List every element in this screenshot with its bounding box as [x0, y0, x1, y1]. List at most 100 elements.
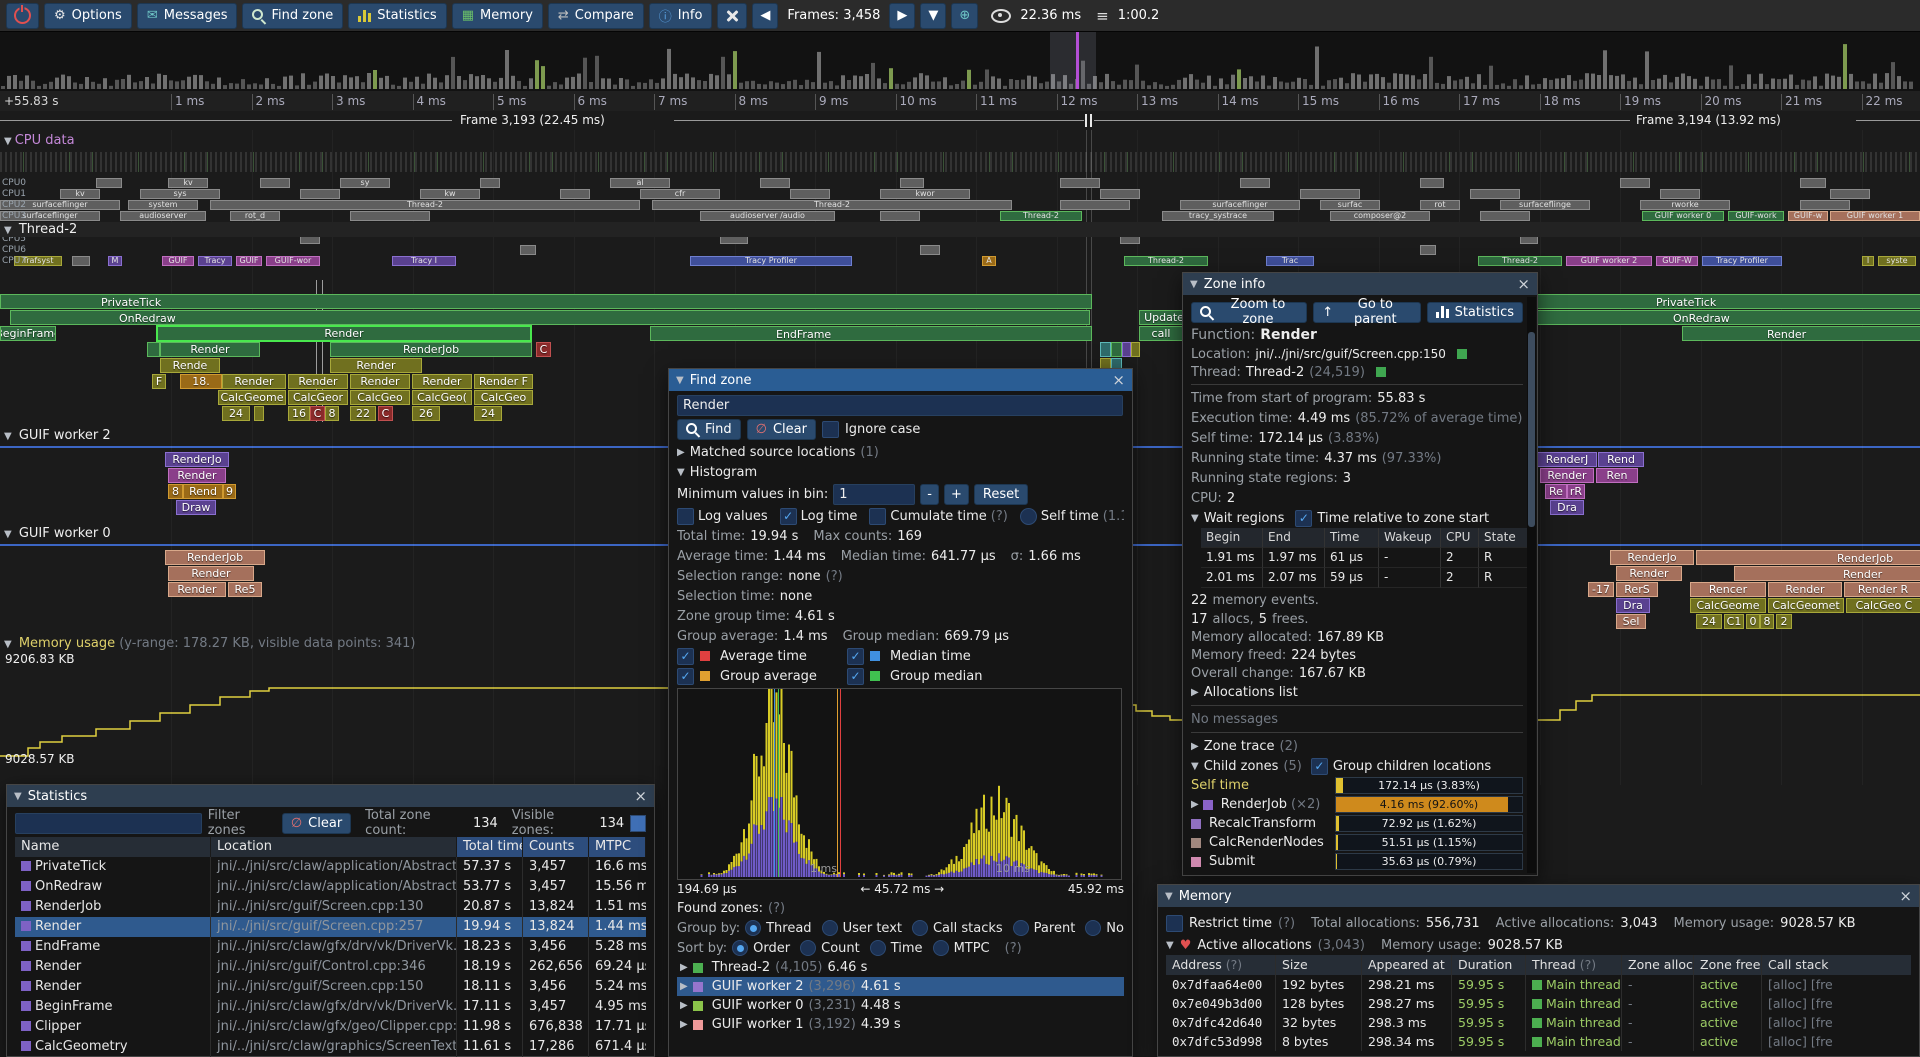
cpu-zone[interactable]: rot_d — [230, 211, 280, 221]
cpu-zone[interactable] — [1660, 189, 1700, 199]
wait-column-header[interactable]: Time — [1325, 528, 1379, 548]
group-by-no-grouping[interactable]: No grouping — [1085, 920, 1124, 936]
help-marker[interactable]: (?) — [1278, 915, 1296, 931]
cpu-zone[interactable]: GUIF worker 0 — [1642, 211, 1724, 221]
timeline-zone[interactable]: 24 — [474, 406, 502, 421]
timeline-zone[interactable]: Sel — [1616, 614, 1646, 629]
timeline-zone[interactable]: Render F — [474, 374, 533, 389]
group-children-checkbox[interactable]: ✓ — [1310, 757, 1328, 775]
frame-right-label[interactable]: Frame 3,194 (13.92 ms) — [1636, 113, 1781, 127]
found-zone-group[interactable]: ▶ GUIF worker 2 (3,296) 4.61 s — [677, 977, 1124, 996]
timeline-zone[interactable]: RenderJ — [1537, 452, 1597, 467]
cpu-zone[interactable]: surfaceflinge — [1500, 200, 1590, 210]
timeline-zone[interactable]: Render — [288, 374, 348, 389]
reset-button[interactable]: Reset — [973, 483, 1029, 505]
sort-by-mtpc[interactable]: MTPC — [932, 940, 990, 956]
cpu-zone[interactable]: Tracy Profiler — [1702, 256, 1782, 266]
timeline-zone[interactable]: 16 — [288, 406, 310, 421]
zoom-to-zone-button[interactable]: Zoom to zone — [1191, 297, 1308, 327]
timeline-zone[interactable] — [147, 342, 160, 357]
column-header[interactable]: Counts — [523, 837, 589, 857]
messages-button[interactable]: ✉ Messages — [136, 2, 238, 29]
column-header[interactable]: Size — [1276, 955, 1362, 975]
min-values-input[interactable] — [833, 483, 916, 505]
group-by-parent[interactable]: Parent — [1012, 920, 1075, 936]
close-icon[interactable]: × — [1112, 370, 1125, 389]
memory-button[interactable]: ▦ Memory — [451, 2, 543, 29]
time-relative-checkbox[interactable]: ✓ — [1295, 509, 1313, 527]
column-header[interactable]: Total time — [457, 837, 523, 857]
cpu-zone[interactable]: GUIF-w — [1788, 211, 1828, 221]
stats-row[interactable]: PrivateTick jni/../jni/src/claw/applicati… — [15, 857, 646, 877]
timeline-zone[interactable]: Render — [412, 374, 472, 389]
cpu-zone[interactable]: Tracy — [198, 256, 232, 266]
options-button[interactable]: ⚙ Options — [44, 2, 132, 29]
stats-row[interactable]: EndFrame jni/../jni/src/claw/gfx/drv/vk/D… — [15, 937, 646, 957]
clear-button[interactable]: ∅ Clear — [746, 418, 816, 440]
collapse-icon[interactable]: ▼ — [1165, 890, 1173, 902]
legend-item[interactable]: ✓ Group average — [677, 666, 847, 686]
cpu-zone[interactable] — [1470, 189, 1520, 199]
sort-by-time[interactable]: Time — [869, 940, 923, 956]
cpu-zone[interactable]: M — [108, 256, 122, 266]
expand-icon[interactable]: ▶ — [677, 446, 685, 458]
cpu-zone[interactable] — [520, 245, 536, 255]
child-zone-row[interactable]: ▶ RenderJob (×2) 4.16 ms (92.60%) — [1191, 795, 1523, 814]
timeline-zone[interactable]: Dra — [1616, 598, 1650, 613]
cpu-zone[interactable] — [72, 256, 90, 266]
allocation-row[interactable]: 0x7dfc53d998 8 bytes 298.34 ms 59.95 s Main … — [1166, 1032, 1911, 1051]
column-header[interactable]: MTPC — [589, 837, 646, 857]
cpu-zone[interactable]: audioserver — [120, 211, 206, 221]
help-marker[interactable]: (?) — [990, 508, 1008, 524]
timeline-zone[interactable]: 24 — [1696, 614, 1722, 629]
collapse-icon[interactable]: ▼ — [1191, 760, 1199, 772]
cpu-zone[interactable]: surfac — [1320, 200, 1380, 210]
cpu-zone[interactable]: Thread-2 — [210, 200, 640, 210]
cpu-zone[interactable] — [350, 211, 430, 221]
timeline-zone[interactable]: Ren — [1596, 468, 1638, 483]
timeline-zone[interactable]: call — [1139, 326, 1183, 341]
allocation-row[interactable]: 0x7dfc42d640 32 bytes 298.3 ms 59.95 s Main … — [1166, 1013, 1911, 1032]
timeline-zone[interactable]: 9 — [223, 484, 236, 499]
info-button[interactable]: ⓘ Info — [648, 2, 713, 29]
expand-icon[interactable]: ▶ — [1191, 686, 1199, 698]
cpu-zone[interactable] — [1830, 189, 1870, 199]
cpu-zone[interactable]: kw — [420, 189, 480, 199]
timeline-zone[interactable]: EndFrame — [650, 326, 1092, 341]
timeline-zone[interactable]: BeginFrame — [0, 326, 56, 341]
timeline-zone[interactable]: Rend — [1598, 452, 1644, 467]
timeline-zone[interactable]: Render — [168, 566, 254, 581]
stats-row[interactable]: Render jni/../jni/src/guif/Screen.cpp:150… — [15, 977, 646, 997]
cpu-zone[interactable] — [300, 189, 340, 199]
frame-overview-strip[interactable] — [0, 32, 1920, 92]
cpu-zone[interactable]: Trac — [1266, 256, 1314, 266]
stats-row[interactable]: Clipper jni/../jni/src/claw/gfx/geo/Clipp… — [15, 1017, 646, 1037]
timeline-zone[interactable]: Render — [1540, 468, 1594, 483]
cpu-zone[interactable] — [1480, 211, 1530, 221]
timeline-zone[interactable]: 22 — [350, 406, 376, 421]
cpu-zone[interactable]: Thread-2 — [1124, 256, 1208, 266]
find-zone-titlebar[interactable]: ▼ Find zone × — [669, 369, 1132, 391]
timeline-zone[interactable]: 8 — [1760, 614, 1774, 629]
timeline-zone[interactable]: Render — [1616, 566, 1682, 581]
cpu-zone[interactable]: kv — [60, 189, 100, 199]
section-guif-worker-2[interactable]: ▼ GUIF worker 2 — [4, 428, 111, 443]
find-zone-button[interactable]: Find zone — [242, 2, 344, 29]
collapse-icon[interactable]: ▼ — [1191, 512, 1199, 524]
cpu-zone[interactable]: surfaceflinger — [1180, 200, 1300, 210]
cpu-zone[interactable] — [1420, 178, 1444, 188]
timeline-zone[interactable]: rR — [1567, 484, 1585, 499]
cpu-zone[interactable] — [900, 178, 924, 188]
column-header[interactable]: Zone alloc — [1622, 955, 1694, 975]
restrict-time-checkbox[interactable]: ✓ — [1166, 914, 1183, 932]
timeline-zone[interactable]: F — [152, 374, 166, 389]
clear-filter-button[interactable]: ∅ Clear — [281, 812, 352, 834]
cpu-zone[interactable] — [1060, 200, 1130, 210]
timeline-zone[interactable]: Render — [157, 326, 531, 341]
help-marker[interactable]: (?) — [1004, 940, 1022, 956]
cpu-zone[interactable] — [480, 178, 500, 188]
help-marker[interactable]: (?) — [825, 568, 843, 584]
histogram-plot[interactable]: 1 ms 10 ms — [677, 688, 1122, 880]
cpu-zone[interactable]: I — [1862, 256, 1874, 266]
statistics-button[interactable]: Statistics — [348, 2, 447, 29]
